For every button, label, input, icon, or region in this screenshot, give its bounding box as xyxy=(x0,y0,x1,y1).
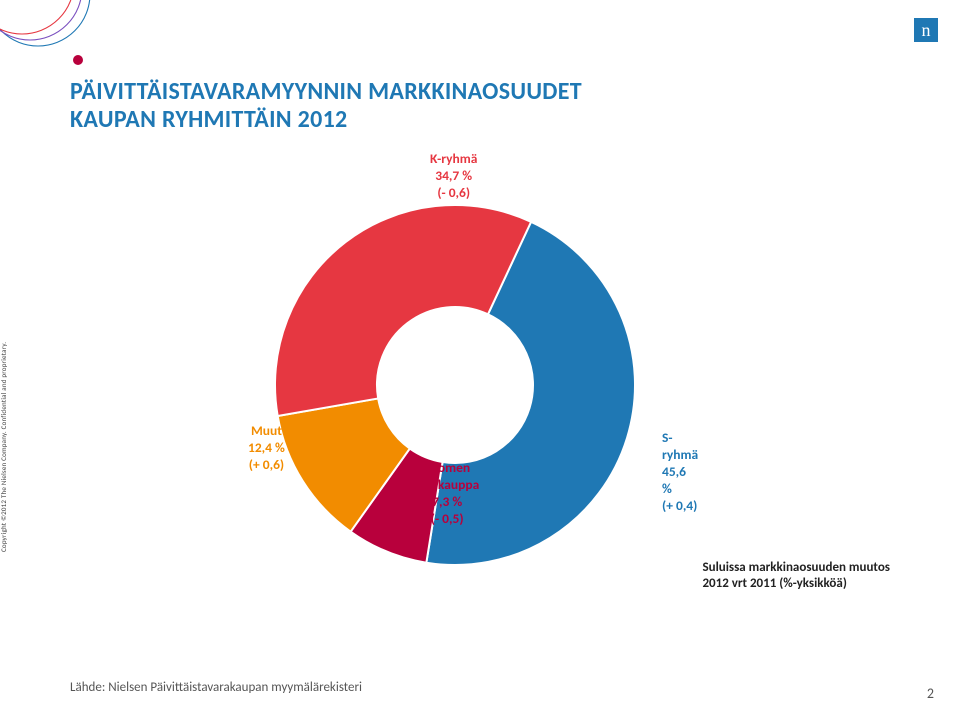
slice-label-k-ryhmä: K-ryhmä34,7 %(- 0,6) xyxy=(430,151,477,202)
nielsen-logo: n xyxy=(914,18,938,42)
donut-chart: S-ryhmä45,6 %(+ 0,4)SuomenLähikauppa7,3 … xyxy=(260,185,660,590)
footnote-line-1: Suluissa markkinaosuuden muutos xyxy=(702,560,890,575)
slice-label-suomen-lähikauppa: SuomenLähikauppa7,3 %(- 0,5) xyxy=(415,460,479,528)
slice-label-muut: Muut12,4 %(+ 0,6) xyxy=(248,423,285,474)
title: PÄIVITTÄISTAVARAMYYNNIN MARKKINAOSUUDET … xyxy=(70,78,582,133)
copyright-text: Copyright ©2012 The Nielsen Company. Con… xyxy=(0,339,9,555)
slice-label-s-ryhmä: S-ryhmä45,6 %(+ 0,4) xyxy=(662,430,698,514)
logo-letter: n xyxy=(922,20,931,41)
title-line-1: PÄIVITTÄISTAVARAMYYNNIN MARKKINAOSUUDET xyxy=(70,77,582,106)
slide-root: n Copyright ©2012 The Nielsen Company. C… xyxy=(0,0,960,720)
source-text: Lähde: Nielsen Päivittäistavarakaupan my… xyxy=(70,680,362,695)
title-line-2: KAUPAN RYHMITTÄIN 2012 xyxy=(70,105,348,134)
page-number: 2 xyxy=(927,685,934,702)
footnote: Suluissa markkinaosuuden muutos 2012 vrt… xyxy=(702,560,890,593)
footnote-line-2: 2012 vrt 2011 (%-yksikköä) xyxy=(702,576,846,591)
